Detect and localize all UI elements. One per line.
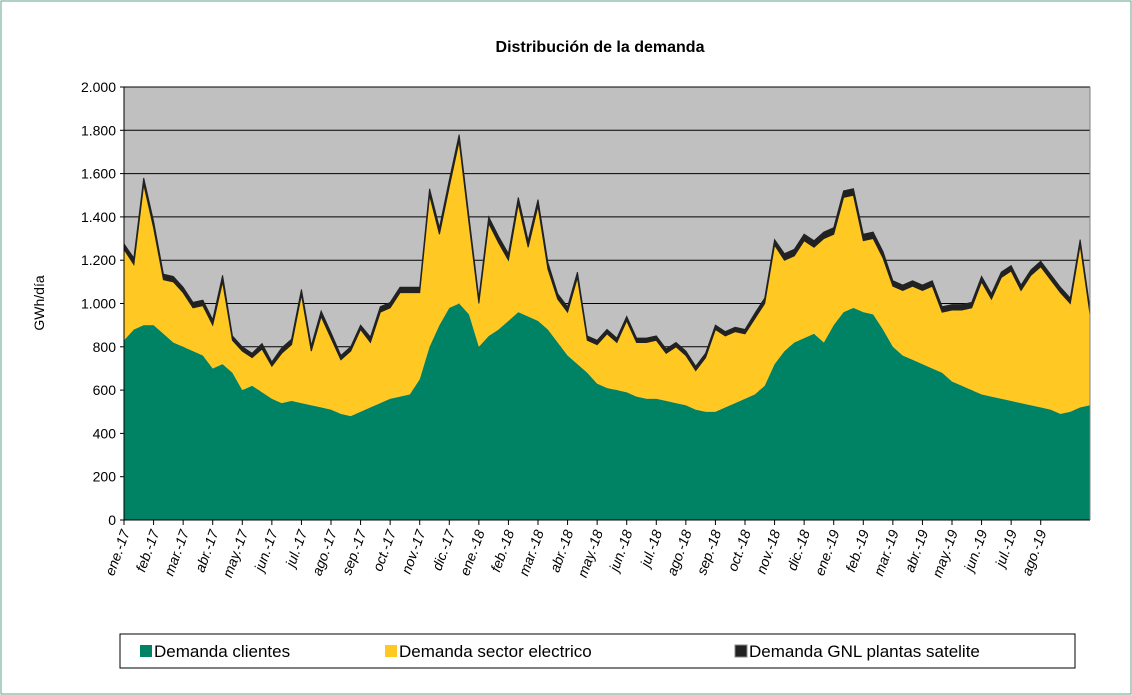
- area: [124, 303, 1090, 520]
- y-tick-label: 200: [93, 469, 117, 485]
- legend-swatch: [140, 645, 152, 657]
- area: [124, 141, 1090, 417]
- legend-label: Demanda GNL plantas satelite: [749, 642, 980, 661]
- y-tick-label: 400: [93, 425, 117, 441]
- y-tick-label: 2.000: [81, 79, 116, 95]
- legend-label: Demanda clientes: [154, 642, 290, 661]
- legend-swatch: [734, 644, 748, 658]
- y-tick-label: 1.600: [81, 166, 116, 182]
- y-tick-label: 1.800: [81, 122, 116, 138]
- y-tick-label: 1.000: [81, 296, 116, 312]
- y-tick-label: 600: [93, 382, 117, 398]
- y-tick-label: 800: [93, 339, 117, 355]
- y-tick-label: 1.200: [81, 252, 116, 268]
- chart-title: Distribución de la demanda: [496, 39, 705, 56]
- legend: Demanda clientes Demanda sector electrico…: [119, 633, 1076, 669]
- legend-box: [119, 633, 1076, 669]
- legend-label: Demanda sector electrico: [399, 642, 592, 661]
- y-tick-label: 1.400: [81, 209, 116, 225]
- y-axis-label: GWh/día: [31, 275, 47, 330]
- y-tick-label: 0: [108, 512, 116, 528]
- legend-swatch: [385, 645, 397, 657]
